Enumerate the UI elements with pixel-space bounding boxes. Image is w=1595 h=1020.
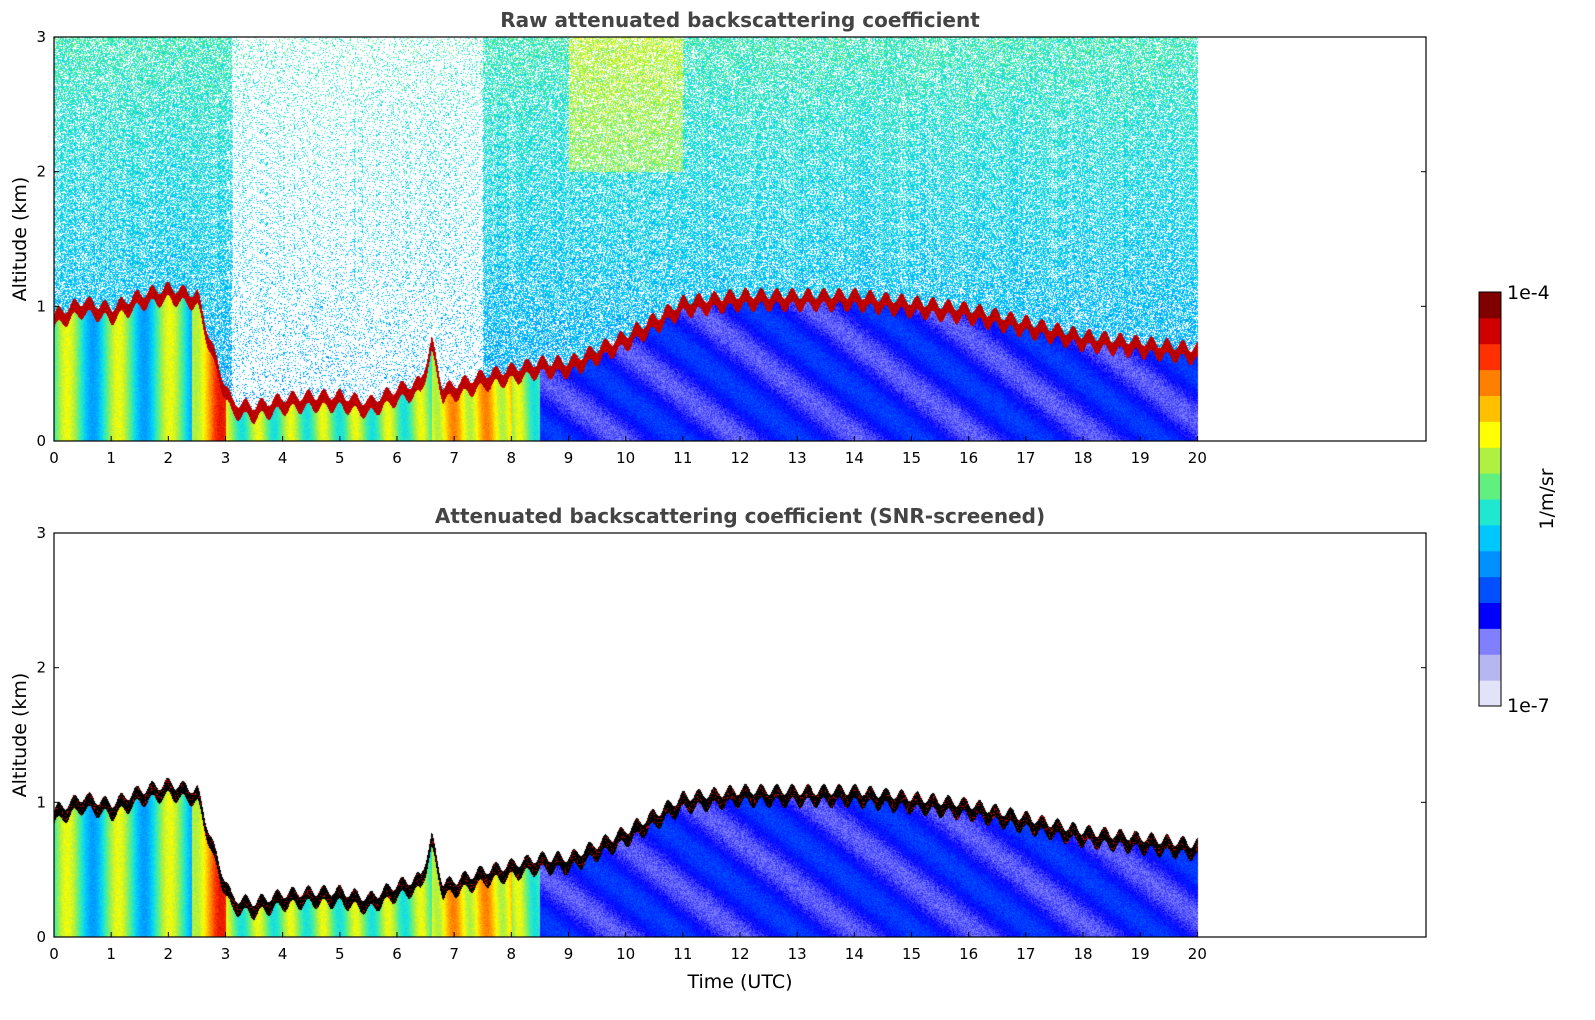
- colorbar-band: [1479, 343, 1501, 371]
- x-tick-label: 4: [278, 449, 288, 467]
- colorbar-band: [1479, 447, 1501, 474]
- x-tick-label: 10: [616, 945, 635, 963]
- y-axis: 0 1 2 3: [36, 28, 1426, 450]
- x-axis: 0 1 2 3 4 5 6 7 8 9 10 11 12 13 14 15 16 17 18 19 20: [49, 932, 1207, 963]
- x-tick-label: 6: [392, 449, 402, 467]
- x-tick-label: 5: [335, 945, 345, 963]
- colorbar-band: [1479, 292, 1501, 319]
- x-tick-label: 16: [959, 449, 978, 467]
- x-axis-label: Time (UTC): [686, 971, 792, 993]
- x-tick-label: 8: [507, 945, 517, 963]
- colorbar-min-label: 1e-7: [1507, 695, 1550, 717]
- x-tick-label: 14: [845, 449, 864, 467]
- x-tick-label: 5: [335, 449, 345, 467]
- x-tick-label: 15: [902, 945, 921, 963]
- colorbar-band: [1479, 654, 1501, 681]
- x-tick-label: 14: [845, 945, 864, 963]
- x-tick-label: 16: [959, 945, 978, 963]
- colorbar-max-label: 1e-4: [1507, 282, 1550, 304]
- x-axis: 0 1 2 3 4 5 6 7 8 9 10 11 12 13 14 15 16 17 18 19 20: [49, 436, 1207, 467]
- x-tick-label: 9: [564, 449, 574, 467]
- x-tick-label: 18: [1073, 449, 1092, 467]
- x-tick-label: 13: [788, 945, 807, 963]
- colorbar-band: [1479, 473, 1501, 500]
- y-axis-label: Altitude (km): [9, 177, 31, 302]
- y-tick-label: 1: [36, 793, 46, 811]
- x-tick-label: 11: [673, 945, 692, 963]
- x-tick-label: 15: [902, 449, 921, 467]
- colorbar-band: [1479, 499, 1501, 526]
- y-tick-label: 3: [36, 28, 46, 46]
- heatmap-image: [54, 533, 1426, 937]
- colorbar-band: [1479, 369, 1501, 396]
- x-tick-label: 8: [507, 449, 517, 467]
- x-tick-label: 13: [788, 449, 807, 467]
- x-tick-label: 12: [730, 945, 749, 963]
- x-tick-label: 1: [106, 449, 116, 467]
- x-tick-label: 3: [221, 449, 231, 467]
- y-axis: 0 1 2 3: [36, 524, 1426, 946]
- x-tick-label: 7: [449, 449, 459, 467]
- colorbar-band: [1479, 395, 1501, 422]
- x-tick-label: 12: [730, 449, 749, 467]
- x-tick-label: 19: [1131, 945, 1150, 963]
- x-tick-label: 2: [164, 945, 174, 963]
- y-tick-label: 0: [36, 432, 46, 450]
- y-tick-label: 1: [36, 297, 46, 315]
- x-tick-label: 18: [1073, 945, 1092, 963]
- x-tick-label: 3: [221, 945, 231, 963]
- colorbar-band: [1479, 317, 1501, 345]
- x-tick-label: 9: [564, 945, 574, 963]
- colorbar-unit-label: 1/m/sr: [1536, 468, 1558, 529]
- colorbar-band: [1479, 524, 1501, 552]
- panel-screened: Attenuated backscattering coefficient (S…: [9, 504, 1427, 993]
- x-tick-label: 20: [1188, 945, 1207, 963]
- x-tick-label: 7: [449, 945, 459, 963]
- y-tick-label: 0: [36, 928, 46, 946]
- colorbar-bands: [1479, 292, 1501, 707]
- x-tick-label: 4: [278, 945, 288, 963]
- y-axis-label: Altitude (km): [9, 673, 31, 798]
- x-tick-label: 2: [164, 449, 174, 467]
- y-tick-label: 3: [36, 524, 46, 542]
- colorbar-band: [1479, 602, 1501, 629]
- x-tick-label: 17: [1016, 449, 1035, 467]
- panel-title: Attenuated backscattering coefficient (S…: [435, 504, 1045, 528]
- x-tick-label: 19: [1131, 449, 1150, 467]
- colorbar-band: [1479, 550, 1501, 578]
- panel-title: Raw attenuated backscattering coefficien…: [500, 8, 980, 32]
- y-tick-label: 2: [36, 163, 46, 181]
- colorbar: 1e-4 1e-7 1/m/sr: [1478, 282, 1558, 717]
- heatmap-image: [54, 37, 1426, 441]
- panel-raw: Raw attenuated backscattering coefficien…: [9, 8, 1427, 467]
- x-tick-label: 6: [392, 945, 402, 963]
- colorbar-band: [1479, 421, 1501, 448]
- colorbar-band: [1479, 680, 1501, 707]
- x-tick-label: 1: [106, 945, 116, 963]
- x-tick-label: 10: [616, 449, 635, 467]
- x-tick-label: 0: [49, 945, 59, 963]
- x-tick-label: 0: [49, 449, 59, 467]
- x-tick-label: 17: [1016, 945, 1035, 963]
- colorbar-band: [1479, 628, 1501, 655]
- colorbar-band: [1479, 576, 1501, 603]
- x-tick-label: 20: [1188, 449, 1207, 467]
- colorbar-frame: [1478, 291, 1502, 707]
- y-tick-label: 2: [36, 659, 46, 677]
- x-tick-label: 11: [673, 449, 692, 467]
